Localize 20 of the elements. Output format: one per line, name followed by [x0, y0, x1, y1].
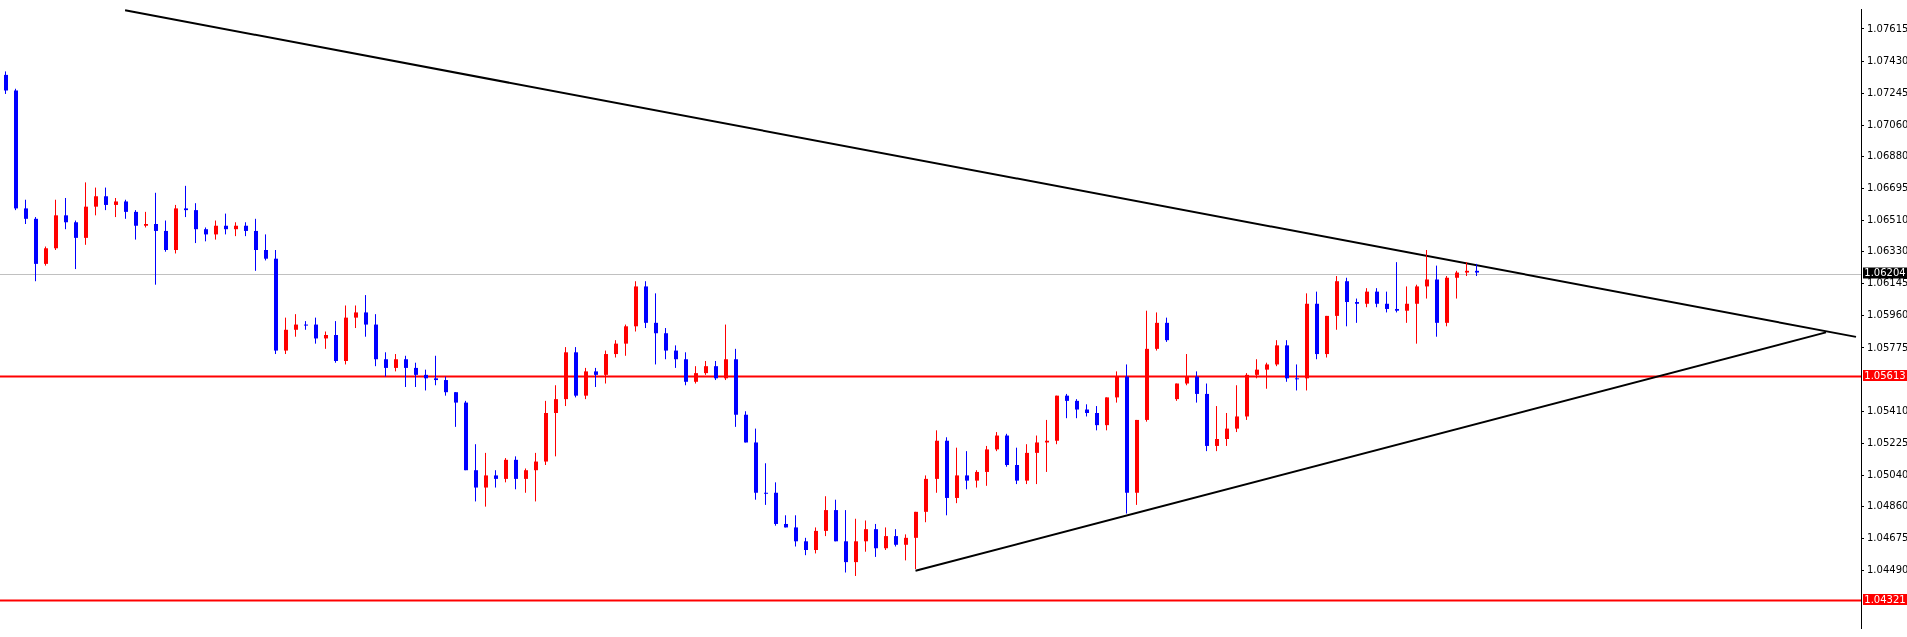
ref-line-label: 1.04321: [1864, 593, 1906, 605]
ref-line-label: 1.05613: [1864, 369, 1906, 381]
ref-line-label: 1.06204: [1864, 267, 1906, 279]
y-tick-label: 1.05775: [1867, 341, 1907, 353]
y-tick-label: 1.04860: [1867, 500, 1907, 512]
y-tick-label: 1.06880: [1867, 149, 1907, 161]
y-tick-label: 1.07060: [1867, 118, 1907, 130]
y-tick-label: 1.05040: [1867, 469, 1907, 481]
y-tick-label: 1.06510: [1867, 214, 1907, 226]
y-tick-label: 1.07430: [1867, 54, 1907, 66]
y-tick-label: 1.07245: [1867, 86, 1907, 98]
y-tick-label: 1.06145: [1867, 277, 1907, 289]
y-tick-label: 1.04675: [1867, 532, 1907, 544]
y-tick-label: 1.05225: [1867, 436, 1907, 448]
y-tick-label: 1.04490: [1867, 564, 1907, 576]
y-tick-label: 1.06330: [1867, 245, 1907, 257]
y-tick-label: 1.06695: [1867, 182, 1907, 194]
y-tick-label: 1.07615: [1867, 22, 1907, 34]
y-tick-label: 1.05410: [1867, 404, 1907, 416]
y-tick-label: 1.05960: [1867, 309, 1907, 321]
